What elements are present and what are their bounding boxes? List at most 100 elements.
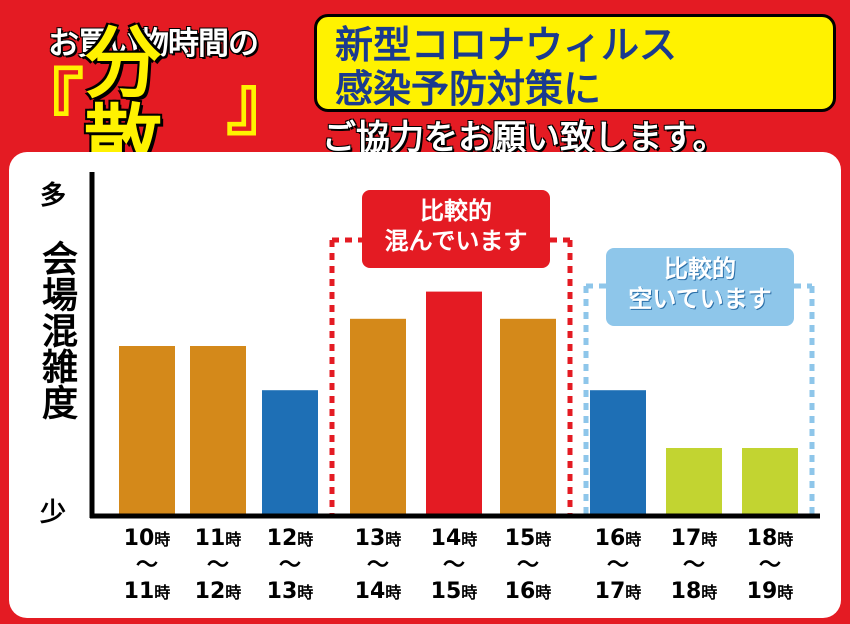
tick-text: 18 — [670, 579, 702, 604]
header-title-main: 『 分散 』 — [12, 25, 298, 181]
tick-unit: 時 — [777, 530, 794, 549]
y-axis-bottom-label: 少 — [40, 498, 67, 528]
tick-text: 〜 — [442, 553, 465, 578]
tick-text: 〜 — [682, 553, 705, 578]
tick-unit: 時 — [701, 530, 718, 549]
bracket-close: 』 — [225, 61, 298, 145]
tick-hour: 13時 — [250, 579, 330, 606]
bar-8 — [742, 448, 798, 516]
tick-hour: 19時 — [730, 579, 810, 606]
tick-text: 16 — [594, 526, 626, 551]
tick-hour: 12時 — [250, 526, 330, 553]
bar-3 — [350, 318, 406, 516]
tick-text: 11 — [123, 579, 155, 604]
bar-7 — [666, 448, 722, 516]
tick-hour: 13時 — [338, 526, 418, 553]
tick-text: 17 — [594, 579, 626, 604]
empty-badge-line-1: 比較的 — [664, 255, 736, 283]
tick-tilde: 〜 — [654, 553, 734, 579]
tick-unit: 時 — [154, 530, 171, 549]
tick-text: 〜 — [206, 553, 229, 578]
tick-unit: 時 — [225, 583, 242, 602]
bar-5 — [500, 318, 556, 516]
notice-line-2: ご協力をお願い致します。 — [322, 118, 727, 158]
x-tick-label: 13時〜 14時 — [338, 526, 418, 606]
tick-hour: 16時 — [578, 526, 658, 553]
tick-hour: 18時 — [654, 579, 734, 606]
tick-text: 13 — [354, 526, 386, 551]
tick-text: 14 — [354, 579, 386, 604]
tick-unit: 時 — [385, 530, 402, 549]
bar-6 — [590, 390, 646, 516]
x-tick-label: 10時〜 11時 — [107, 526, 187, 606]
tick-unit: 時 — [154, 583, 171, 602]
y-axis-top-label: 多 — [40, 181, 67, 211]
crowded-badge-line-1: 比較的 — [420, 197, 492, 225]
tick-hour: 11時 — [107, 579, 187, 606]
tick-hour: 14時 — [414, 526, 494, 553]
x-tick-label: 18時〜 19時 — [730, 526, 810, 606]
tick-unit: 時 — [461, 530, 478, 549]
tick-tilde: 〜 — [578, 553, 658, 579]
tick-text: 15 — [430, 579, 462, 604]
bar-4 — [426, 291, 482, 516]
tick-unit: 時 — [535, 583, 552, 602]
tick-unit: 時 — [535, 530, 552, 549]
x-tick-label: 12時〜 13時 — [250, 526, 330, 606]
tick-text: 19 — [746, 579, 778, 604]
tick-tilde: 〜 — [178, 553, 258, 579]
tick-hour: 11時 — [178, 526, 258, 553]
tick-hour: 16時 — [488, 579, 568, 606]
notice-line-1b: 感染予防対策に — [335, 67, 602, 111]
tick-text: 17 — [670, 526, 702, 551]
tick-text: 16 — [504, 579, 536, 604]
tick-unit: 時 — [777, 583, 794, 602]
y-axis-label: 会場混雑度 — [36, 240, 77, 420]
tick-text: 13 — [266, 579, 298, 604]
tick-hour: 15時 — [414, 579, 494, 606]
tick-text: 〜 — [278, 553, 301, 578]
bar-0 — [119, 346, 175, 516]
tick-tilde: 〜 — [488, 553, 568, 579]
bar-2 — [262, 390, 318, 516]
tick-text: 11 — [194, 526, 226, 551]
x-tick-label: 17時〜 18時 — [654, 526, 734, 606]
tick-hour: 14時 — [338, 579, 418, 606]
tick-text: 14 — [430, 526, 462, 551]
tick-unit: 時 — [461, 583, 478, 602]
tick-text: 〜 — [758, 553, 781, 578]
tick-unit: 時 — [297, 583, 314, 602]
x-tick-label: 16時〜 17時 — [578, 526, 658, 606]
bar-1 — [190, 346, 246, 516]
tick-tilde: 〜 — [338, 553, 418, 579]
empty-badge: 比較的 空いています — [606, 248, 794, 326]
tick-tilde: 〜 — [107, 553, 187, 579]
tick-tilde: 〜 — [414, 553, 494, 579]
crowded-badge: 比較的 混んでいます — [362, 190, 550, 268]
tick-hour: 12時 — [178, 579, 258, 606]
tick-hour: 15時 — [488, 526, 568, 553]
tick-unit: 時 — [225, 530, 242, 549]
tick-tilde: 〜 — [730, 553, 810, 579]
tick-text: 12 — [194, 579, 226, 604]
notice-line-1: 新型コロナウィルス — [335, 23, 678, 67]
tick-unit: 時 — [625, 583, 642, 602]
tick-hour: 10時 — [107, 526, 187, 553]
x-tick-label: 11時〜 12時 — [178, 526, 258, 606]
x-tick-label: 14時〜 15時 — [414, 526, 494, 606]
tick-unit: 時 — [297, 530, 314, 549]
tick-hour: 17時 — [578, 579, 658, 606]
tick-unit: 時 — [701, 583, 718, 602]
tick-unit: 時 — [385, 583, 402, 602]
tick-text: 10 — [123, 526, 155, 551]
tick-text: 15 — [504, 526, 536, 551]
tick-hour: 18時 — [730, 526, 810, 553]
tick-text: 〜 — [516, 553, 539, 578]
empty-badge-line-2: 空いています — [628, 285, 772, 313]
tick-text: 〜 — [135, 553, 158, 578]
tick-text: 〜 — [606, 553, 629, 578]
notice-box: 新型コロナウィルス 感染予防対策に — [314, 14, 836, 112]
tick-tilde: 〜 — [250, 553, 330, 579]
bracket-open: 『 — [12, 61, 85, 145]
